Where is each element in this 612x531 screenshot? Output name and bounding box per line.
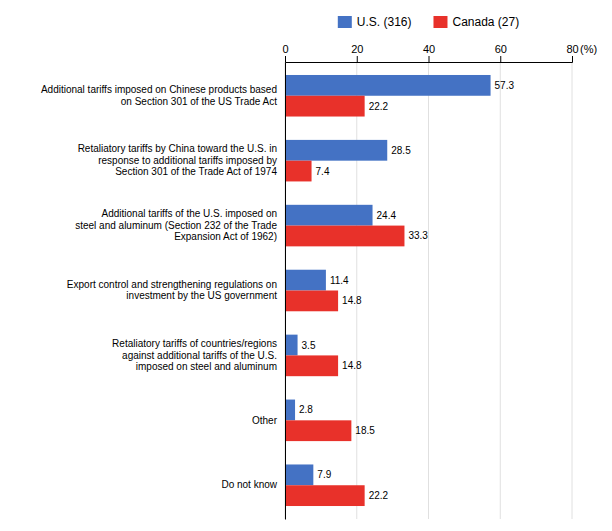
tick-label: Additional tariffs of the U.S. imposed o… [75, 208, 277, 242]
tick-label-line: Expansion Act of 1962) [174, 231, 277, 242]
tick-label-line: Retaliatory tariffs of countries/regions [112, 338, 277, 349]
bar [285, 205, 373, 226]
bars [285, 75, 491, 506]
tick-label: Retaliatory tariffs by China toward the … [78, 143, 278, 177]
grid-line [285, 62, 286, 519]
bar [285, 161, 312, 182]
chart: 57.3 28.5 24.4 11.4 3.5 2.8 7.9 22.2 7.4 33.3 14.8… [0, 0, 612, 531]
tick-label: Export control and strengthening regulat… [67, 279, 277, 302]
bar [285, 464, 313, 485]
tick-label-line: Additional tariffs of the U.S. imposed o… [102, 208, 277, 219]
tick-label-line: Other [252, 415, 278, 426]
x-axis: 0 20 40 60 80 [282, 43, 578, 63]
axis-line [285, 63, 286, 520]
bar [285, 400, 295, 421]
data-label: 7.9 [317, 469, 331, 480]
legend-label: U.S. (316) [357, 15, 412, 29]
tick-label-line: on Section 301 of the US Trade Act [121, 96, 277, 107]
axis-line [286, 56, 573, 63]
data-label: 14.8 [342, 295, 362, 306]
bar [285, 485, 365, 506]
data-label: 22.2 [369, 101, 389, 112]
grid-line [356, 62, 357, 519]
axis-label: (%) [580, 43, 597, 55]
data-label: 28.5 [391, 145, 411, 156]
data-label: 57.3 [495, 80, 515, 91]
bar [285, 96, 365, 117]
tick-mark [572, 56, 573, 62]
tick-label-line: imposed on steel and aluminum [136, 361, 277, 372]
legend-swatch [433, 16, 447, 28]
tick: Additional tariffs of the U.S. imposed o… [75, 208, 277, 242]
data-label: 33.3 [408, 230, 428, 241]
y-axis: Additional tariffs imposed on Chinese pr… [41, 63, 286, 520]
tick: Other [252, 415, 278, 426]
tick: 80 [566, 43, 578, 62]
tick-label: 40 [423, 43, 435, 55]
tick: 0 [282, 43, 288, 62]
grid-line [572, 62, 573, 519]
tick-label: Do not know [221, 479, 277, 490]
legend-label: Canada (27) [452, 15, 519, 29]
data-label: 2.8 [299, 404, 313, 415]
tick-label-line: Do not know [221, 479, 277, 490]
data-label: 7.4 [316, 166, 330, 177]
tick-label-line: against additional tariffs of the U.S. [122, 350, 277, 361]
bar [285, 270, 326, 291]
bar [285, 355, 338, 376]
tick: 60 [495, 43, 507, 62]
tick: 20 [351, 43, 363, 62]
data-label: 14.8 [342, 360, 362, 371]
legend: U.S. (316) Canada (27) [338, 15, 519, 29]
tick: Retaliatory tariffs of countries/regions… [112, 338, 277, 372]
tick-label: 20 [351, 43, 363, 55]
tick-label: 0 [282, 43, 288, 55]
grid [285, 62, 572, 519]
legend-swatch [338, 16, 352, 28]
tick-label: Retaliatory tariffs of countries/regions… [112, 338, 277, 372]
bar [285, 226, 404, 247]
bar [285, 420, 351, 441]
tick-label-line: Section 301 of the Trade Act of 1974 [115, 166, 277, 177]
bar [285, 291, 338, 312]
tick-label: Other [252, 415, 278, 426]
tick-label-line: Additional tariffs imposed on Chinese pr… [41, 84, 277, 95]
tick: Retaliatory tariffs by China toward the … [78, 143, 278, 177]
data-label: 11.4 [330, 275, 349, 286]
tick-mark [357, 56, 358, 62]
tick-mark [429, 56, 430, 62]
data-labels: 57.3 28.5 24.4 11.4 3.5 2.8 7.9 22.2 7.4 33.3 14.8… [299, 80, 514, 501]
data-label: 18.5 [355, 425, 375, 436]
data-label: 3.5 [302, 340, 316, 351]
tick-label-line: investment by the US government [126, 290, 277, 301]
data-label: 22.2 [369, 490, 389, 501]
tick: Additional tariffs imposed on Chinese pr… [41, 84, 277, 107]
data-label: 24.4 [377, 210, 397, 221]
legend-item: U.S. (316) [338, 15, 412, 29]
bar [285, 335, 298, 356]
plot-area: 57.3 28.5 24.4 11.4 3.5 2.8 7.9 22.2 7.4 33.3 14.8… [41, 43, 597, 520]
tick-label-line: Export control and strengthening regulat… [67, 279, 277, 290]
tick-label: 60 [495, 43, 507, 55]
tick-label: Additional tariffs imposed on Chinese pr… [41, 84, 277, 107]
grid-line [500, 62, 501, 519]
bar [285, 140, 387, 161]
tick-label-line: steel and aluminum (Section 232 of the T… [75, 220, 277, 231]
tick: Do not know [221, 479, 277, 490]
tick-mark [500, 56, 501, 62]
legend-item: Canada (27) [433, 15, 519, 29]
grid-line [428, 62, 429, 519]
tick: Export control and strengthening regulat… [67, 279, 277, 302]
tick-mark [285, 56, 286, 62]
tick-label-line: Retaliatory tariffs by China toward the … [78, 143, 277, 154]
tick: 40 [423, 43, 435, 62]
tick-label: 80 [566, 43, 578, 55]
bar [285, 75, 491, 96]
tick-label-line: response to additional tariffs imposed b… [98, 155, 277, 166]
